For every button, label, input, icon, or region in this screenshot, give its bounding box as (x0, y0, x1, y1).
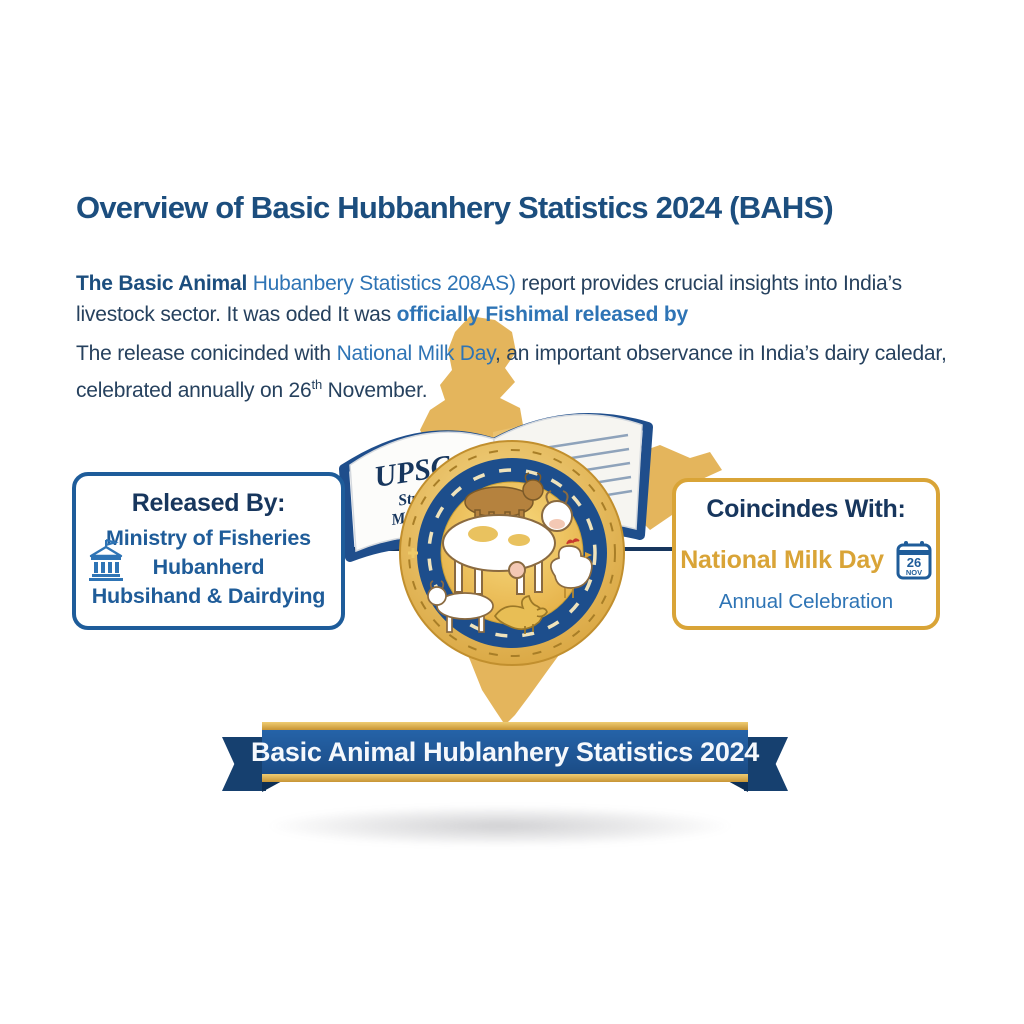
svg-text:NOV: NOV (906, 568, 922, 577)
ribbon-title: Basic Animal Hublanhery Statistics 2024 (251, 736, 760, 767)
title-ribbon: Basic Animal Hublanhery Statistics 2024 (222, 718, 788, 798)
livestock-gold-seal-icon (399, 440, 625, 666)
goat-icon (427, 580, 494, 633)
ministry-line-1: Ministry of Fisheries (106, 526, 311, 550)
release-note-paragraph: The release conicinded with National Mil… (76, 338, 964, 406)
coincides-heading: Coincindes With: (706, 495, 906, 523)
event-name: National Milk Day (680, 545, 884, 574)
release-superscript: th (311, 377, 323, 392)
intro-seg-3: report provides crucial insights into In… (76, 272, 902, 326)
ministry-name: Ministry of Fisheries Hubanherd Hubsihan… (76, 524, 341, 611)
coincides-with-box: Coincindes With: National Milk Day 26 NO… (672, 478, 940, 630)
intro-seg-1: The Basic Animal (76, 272, 253, 295)
intro-seg-2: Hubanbery Statistics 208AS) (252, 272, 516, 295)
page-title: Overview of Basic Hubbanhery Statistics … (76, 190, 834, 225)
ministry-line-3: Hubsihand & Dairdying (91, 584, 326, 608)
svg-text:26: 26 (907, 555, 921, 570)
released-by-box: Released By: Ministry of Fisheries Huban… (72, 472, 345, 630)
event-subtitle: Annual Celebration (718, 590, 894, 613)
cow-icon (442, 490, 573, 595)
intro-seg-4: officially Fishimal released by (396, 303, 689, 326)
release-seg-2: National Milk Day (336, 342, 496, 365)
release-seg-1: The release conicinded with (76, 342, 337, 365)
hen-icon (550, 538, 593, 598)
release-seg-3: , an important observance in India’s dai… (76, 342, 947, 402)
ribbon-gold-edge-bottom (262, 774, 748, 782)
intro-paragraph: The Basic Animal Hubanbery Statistics 20… (76, 268, 964, 330)
ministry-line-2: Hubanherd (152, 555, 265, 579)
ribbon-gold-edge-top (262, 722, 748, 730)
ribbon-band: Basic Animal Hublanhery Statistics 2024 (251, 730, 759, 774)
fish-icon (493, 595, 548, 634)
released-by-heading: Released By: (131, 489, 286, 517)
release-seg-4: November. (321, 379, 428, 402)
calendar-26-nov-icon: 26 NOV (896, 541, 932, 580)
government-building-icon (89, 539, 123, 581)
ground-shadow (270, 806, 730, 846)
compass-plus-mark (408, 548, 418, 558)
